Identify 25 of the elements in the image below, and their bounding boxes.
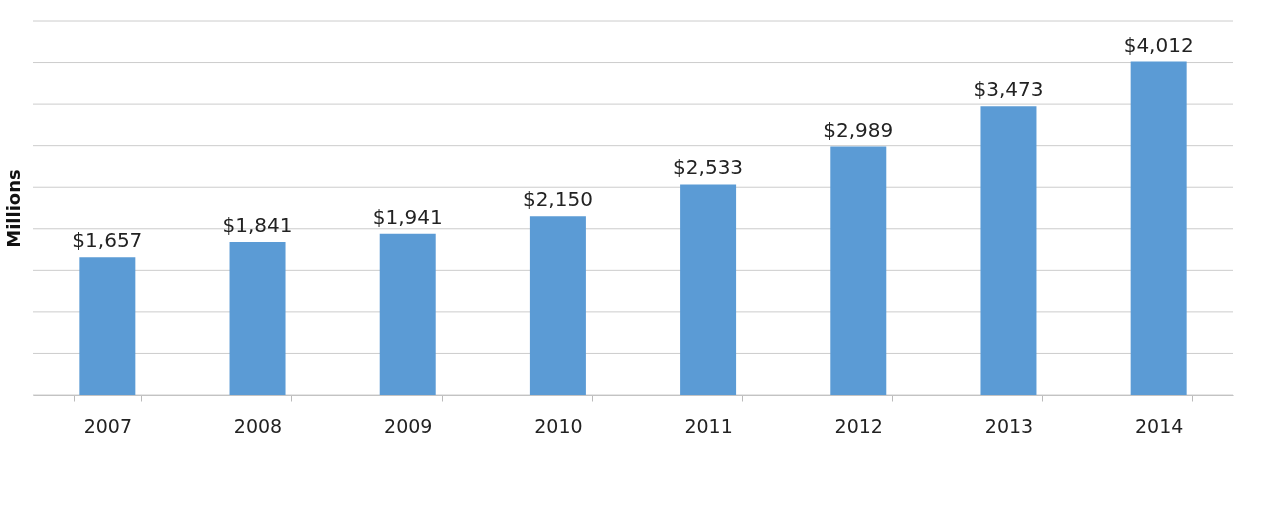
data-label: $3,473 [973,77,1044,102]
y-axis-title: Millions [2,169,24,248]
x-tick-label: 2010 [534,414,583,437]
x-tick-label: 2007 [83,414,133,437]
x-tick-label: 2011 [684,414,733,437]
bar [229,241,286,395]
data-label: $2,150 [522,187,593,212]
bar [830,146,887,395]
bar [79,257,136,395]
x-tick-label: 2014 [1134,414,1184,437]
x-tick-label: 2013 [984,414,1034,437]
data-label: $4,012 [1123,32,1194,57]
x-tick-label: 2012 [834,414,883,437]
data-label: $1,941 [372,204,443,229]
data-label: $2,989 [823,117,894,142]
bar [379,233,436,395]
data-label: $1,657 [72,228,143,253]
bar [680,184,737,395]
x-tick-label: 2008 [233,414,283,437]
x-tick-label: 2009 [384,414,433,437]
bar [980,106,1037,395]
bar [529,216,586,395]
bar [1130,61,1187,395]
data-label: $2,533 [673,155,744,180]
data-label: $1,841 [222,212,293,237]
